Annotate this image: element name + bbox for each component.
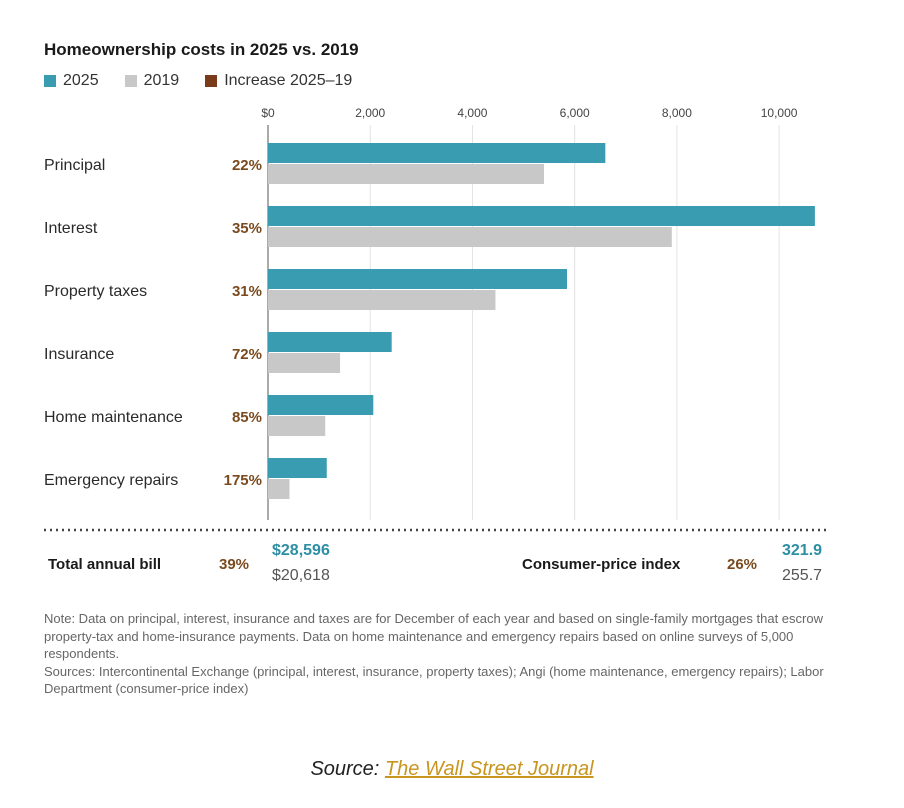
cpi-2025: 321.9 <box>782 542 823 559</box>
source-line: Source: The Wall Street Journal <box>0 758 904 781</box>
x-tick-label: 6,000 <box>560 106 590 120</box>
bar-2019 <box>268 416 326 436</box>
legend-item-2025: 2025 <box>44 72 99 90</box>
bar-2025 <box>268 395 374 415</box>
legend-item-2019: 2019 <box>124 72 180 90</box>
cpi-pct: 26% <box>727 556 758 573</box>
chart-title: Homeownership costs in 2025 vs. 2019 <box>44 40 359 59</box>
x-tick-label: 4,000 <box>457 106 487 120</box>
category-label: Property taxes <box>44 283 147 300</box>
bar-2025 <box>268 143 606 163</box>
category-label: Interest <box>44 220 98 237</box>
cpi-2019: 255.7 <box>782 567 823 584</box>
increase-label: 22% <box>232 157 262 174</box>
x-tick-label: 10,000 <box>761 106 798 120</box>
x-tick-label: $0 <box>261 106 275 120</box>
legend-swatch-2025 <box>44 75 56 87</box>
chart-legend: 2025 2019 Increase 2025–19 <box>44 72 378 90</box>
x-tick-label: 8,000 <box>662 106 692 120</box>
legend-label-2019: 2019 <box>143 72 180 89</box>
sources-text: Sources: Intercontinental Exchange (prin… <box>44 663 824 697</box>
bar-2019 <box>268 479 290 499</box>
legend-swatch-2019 <box>124 75 137 87</box>
legend-swatch-increase <box>205 75 218 87</box>
source-link[interactable]: The Wall Street Journal <box>384 758 594 780</box>
bar-2019 <box>268 290 496 310</box>
bar-2025 <box>268 269 567 289</box>
bar-2019 <box>268 353 341 373</box>
category-label: Insurance <box>44 346 114 363</box>
chart-notes: Note: Data on principal, interest, insur… <box>44 610 844 698</box>
source-prefix: Source: <box>310 758 380 780</box>
category-label: Principal <box>44 157 105 174</box>
bar-2025 <box>268 206 815 226</box>
cpi-label: Consumer-price index <box>522 556 681 573</box>
increase-label: 85% <box>232 409 262 426</box>
increase-label: 31% <box>232 283 262 300</box>
category-label: Home maintenance <box>44 409 183 426</box>
bar-chart: $0 2,000 4,000 6,000 8,000 10,000 Principal 22%… <box>44 106 830 532</box>
bar-2025 <box>268 458 327 478</box>
bar-2019 <box>268 227 672 247</box>
legend-label-2025: 2025 <box>63 72 99 89</box>
total-bill-pct: 39% <box>219 556 250 573</box>
totals-row: Total annual bill 39% $28,596 $20,618 Co… <box>44 540 844 590</box>
total-bill-label: Total annual bill <box>48 556 162 573</box>
bar-2019 <box>268 164 544 184</box>
total-bill-2025: $28,596 <box>272 542 330 559</box>
legend-label-increase: Increase 2025–19 <box>224 72 353 89</box>
legend-item-increase: Increase 2025–19 <box>205 72 352 90</box>
total-bill-2019: $20,618 <box>272 567 330 584</box>
increase-label: 175% <box>224 472 262 489</box>
x-tick-label: 2,000 <box>355 106 385 120</box>
bar-2025 <box>268 332 392 352</box>
increase-label: 72% <box>232 346 262 363</box>
note-text: Note: Data on principal, interest, insur… <box>44 611 823 661</box>
increase-label: 35% <box>232 220 262 237</box>
category-label: Emergency repairs <box>44 472 178 489</box>
